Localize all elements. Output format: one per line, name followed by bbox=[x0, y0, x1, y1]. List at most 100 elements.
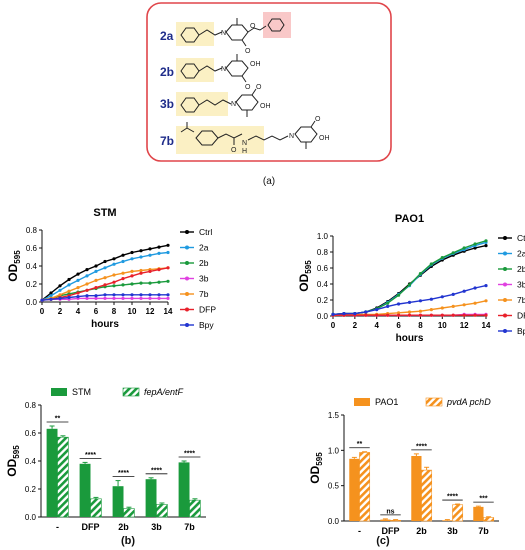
significance-label: **** bbox=[447, 494, 458, 501]
data-point bbox=[440, 313, 444, 317]
data-point bbox=[103, 276, 107, 280]
legend-label: fepA/entF bbox=[144, 387, 184, 397]
data-point bbox=[103, 259, 107, 264]
significance-label: **** bbox=[85, 452, 96, 459]
data-point bbox=[139, 249, 143, 253]
data-point bbox=[40, 298, 44, 302]
x-category-label: 3b bbox=[151, 522, 162, 532]
significance-label: **** bbox=[416, 443, 427, 450]
data-point bbox=[112, 296, 116, 300]
bar-mutant bbox=[156, 504, 168, 518]
data-point bbox=[484, 284, 488, 288]
legend-label: PAO1 bbox=[375, 397, 398, 407]
data-point bbox=[418, 313, 423, 317]
atom-o-keto: O bbox=[245, 84, 251, 91]
data-point bbox=[166, 266, 170, 270]
data-point bbox=[94, 286, 98, 290]
bar-wildtype bbox=[79, 463, 91, 517]
data-point bbox=[462, 313, 466, 317]
data-point bbox=[67, 283, 71, 287]
data-point bbox=[58, 284, 62, 288]
bar-wildtype bbox=[349, 458, 360, 521]
data-point bbox=[418, 299, 423, 303]
atom-h: H bbox=[242, 148, 247, 155]
data-point bbox=[451, 304, 455, 308]
legend-label: 7b bbox=[517, 295, 525, 305]
x-category-label: DFP bbox=[382, 526, 400, 536]
significance-label: ** bbox=[55, 416, 61, 423]
data-point bbox=[331, 312, 335, 316]
data-point bbox=[166, 243, 170, 247]
carbonyl-bond bbox=[241, 75, 247, 83]
atom-o-keto: O bbox=[245, 48, 251, 55]
data-point bbox=[121, 296, 125, 300]
x-tick-label: 4 bbox=[76, 307, 81, 316]
data-point bbox=[364, 310, 368, 314]
atom-oh: OH bbox=[260, 103, 271, 110]
carbonyl-bond bbox=[310, 120, 316, 128]
data-point bbox=[130, 282, 134, 286]
y-tick-label: 0.2 bbox=[25, 485, 37, 494]
legend-label: Bpy bbox=[517, 326, 525, 336]
significance-label: **** bbox=[184, 451, 195, 458]
pyridinone-ring bbox=[294, 126, 318, 143]
x-axis-label: hours bbox=[396, 333, 424, 344]
atom-n: N bbox=[289, 133, 294, 140]
stm-bar-chart: 0.0 0.2 0.4 0.6 0.8 OD595 - ** DFP **** 2b **** 3b **… bbox=[5, 387, 206, 532]
y-tick-label: 0.6 bbox=[25, 429, 37, 438]
data-point bbox=[112, 293, 116, 297]
pao1-bar-chart: 0.0 0.5 1.0 1.5 OD595 - ** DFP ns 2b **** 3b **** 7b *… bbox=[308, 397, 499, 536]
pyridinone-ring bbox=[225, 60, 249, 77]
data-point bbox=[148, 247, 152, 251]
data-point bbox=[49, 291, 53, 295]
panel-a-structures: 2a N O O 2b N OH O bbox=[146, 2, 392, 187]
atom-n: N bbox=[221, 30, 226, 37]
data-point bbox=[386, 313, 390, 317]
legend-label: Ctrl bbox=[199, 227, 212, 237]
data-point bbox=[473, 246, 477, 250]
data-point bbox=[139, 293, 143, 297]
data-point bbox=[103, 266, 107, 270]
legend-label: 2b bbox=[517, 264, 525, 274]
data-point bbox=[440, 295, 444, 299]
data-point bbox=[166, 296, 170, 300]
x-tick-label: 6 bbox=[94, 307, 99, 316]
data-point bbox=[94, 296, 98, 300]
data-point bbox=[103, 296, 107, 300]
bar-wildtype bbox=[46, 428, 58, 517]
y-tick-label: 0.6 bbox=[26, 244, 38, 253]
compound-id-3b: 3b bbox=[160, 97, 174, 111]
data-point bbox=[429, 313, 433, 317]
data-point bbox=[407, 313, 412, 317]
x-tick-label: 10 bbox=[128, 307, 137, 316]
data-point bbox=[121, 259, 125, 264]
data-point bbox=[473, 286, 477, 290]
x-tick-label: 4 bbox=[374, 321, 379, 330]
bar-wildtype bbox=[145, 479, 157, 517]
y-tick-label: 0.4 bbox=[26, 262, 38, 271]
data-point bbox=[130, 257, 134, 261]
data-point bbox=[103, 283, 107, 287]
data-point bbox=[76, 295, 80, 299]
data-point bbox=[121, 293, 125, 297]
legend-marker bbox=[185, 323, 189, 327]
data-point bbox=[484, 313, 488, 317]
benzyl-link bbox=[247, 25, 267, 33]
data-point bbox=[85, 294, 89, 298]
data-point bbox=[462, 289, 466, 293]
y-tick-label: 0.2 bbox=[26, 280, 38, 289]
legend-marker bbox=[185, 276, 189, 281]
propyl-linker bbox=[198, 99, 232, 106]
x-tick-label: 2 bbox=[58, 307, 63, 316]
bar-wildtype bbox=[473, 506, 484, 521]
data-point bbox=[130, 274, 134, 278]
data-point bbox=[139, 271, 143, 275]
data-point bbox=[76, 286, 80, 290]
legend-label: 2a bbox=[517, 249, 525, 259]
data-point bbox=[396, 293, 401, 297]
data-point bbox=[85, 288, 89, 292]
y-tick-label: 0.0 bbox=[26, 298, 38, 307]
data-point bbox=[462, 303, 466, 307]
y-tick-label: 0.8 bbox=[26, 226, 38, 235]
data-point bbox=[407, 300, 412, 304]
